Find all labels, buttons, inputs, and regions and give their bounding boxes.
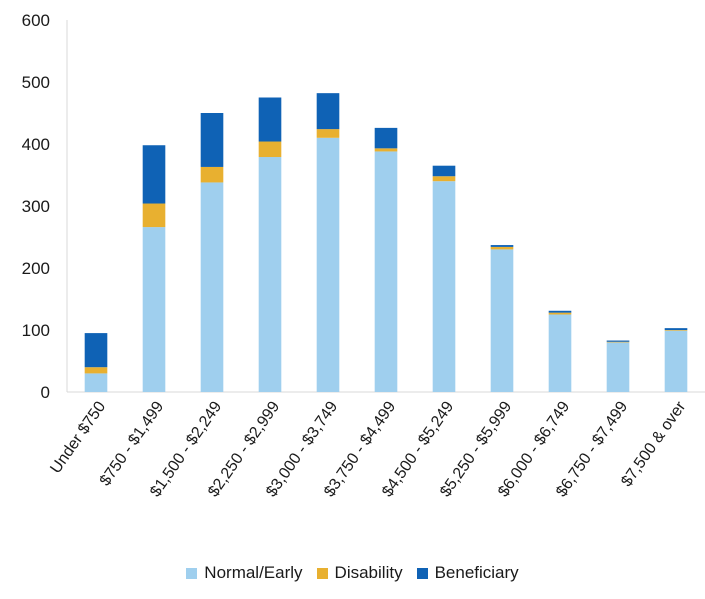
- bar-segment-beneficiary-2: [200, 113, 224, 167]
- y-tick-label: 300: [22, 197, 50, 216]
- bar-segment-beneficiary-10: [664, 328, 688, 330]
- legend-swatch: [186, 567, 198, 579]
- bar-segment-normal-early-7: [490, 249, 514, 392]
- bar-segment-beneficiary-1: [142, 145, 166, 204]
- bar-segment-disability-4: [316, 129, 340, 138]
- chart: 0 100 200 300 400 500 600 Under $750$750 - $1,…: [22, 11, 705, 500]
- bar-segment-beneficiary-9: [606, 340, 630, 342]
- legend-item-beneficiary: Beneficiary: [416, 563, 519, 583]
- y-tick-labels: 0 100 200 300 400 500 600: [22, 11, 50, 402]
- bar-layer: [84, 93, 688, 392]
- legend-swatch: [416, 567, 428, 579]
- bar-segment-normal-early-10: [664, 330, 688, 392]
- bar-segment-disability-1: [142, 203, 166, 228]
- bar-segment-beneficiary-7: [490, 245, 514, 247]
- legend-label: Disability: [334, 563, 403, 582]
- bar-segment-normal-early-5: [374, 151, 398, 392]
- bar-segment-beneficiary-6: [432, 165, 456, 177]
- bar-segment-normal-early-4: [316, 137, 340, 392]
- bar-segment-normal-early-6: [432, 181, 456, 392]
- x-tick-label: Under $750: [47, 398, 109, 476]
- bar-segment-normal-early-2: [200, 182, 224, 392]
- legend-swatch: [316, 567, 328, 579]
- bar-segment-normal-early-0: [84, 373, 108, 392]
- bar-segment-disability-6: [432, 176, 456, 182]
- x-tick-labels: Under $750$750 - $1,499$1,500 - $2,249$2…: [47, 398, 689, 500]
- legend-item-normal-early: Normal/Early: [186, 563, 303, 583]
- bar-segment-normal-early-9: [606, 342, 630, 392]
- y-tick-label: 100: [22, 321, 50, 340]
- y-tick-label: 500: [22, 73, 50, 92]
- bar-segment-beneficiary-0: [84, 333, 108, 368]
- bar-segment-normal-early-3: [258, 157, 282, 392]
- legend-item-disability: Disability: [316, 563, 403, 583]
- y-tick-label: 600: [22, 11, 50, 30]
- bar-segment-disability-9: [606, 341, 630, 343]
- bar-segment-disability-3: [258, 141, 282, 158]
- bar-segment-beneficiary-3: [258, 97, 282, 142]
- x-tick-label: $7,500 & over: [618, 398, 689, 490]
- y-tick-label: 0: [41, 383, 50, 402]
- bar-segment-beneficiary-4: [316, 93, 340, 130]
- bar-segment-disability-5: [374, 148, 398, 152]
- bar-segment-disability-2: [200, 166, 224, 183]
- bar-segment-beneficiary-5: [374, 127, 398, 149]
- legend-label: Normal/Early: [204, 563, 303, 582]
- bar-segment-disability-8: [548, 312, 572, 315]
- bar-segment-normal-early-8: [548, 314, 572, 392]
- bar-segment-disability-10: [664, 330, 688, 331]
- bar-segment-beneficiary-8: [548, 310, 572, 313]
- y-tick-label: 400: [22, 135, 50, 154]
- bar-segment-normal-early-1: [142, 227, 166, 392]
- bar-segment-disability-0: [84, 367, 108, 374]
- legend-label: Beneficiary: [434, 563, 519, 582]
- y-tick-label: 200: [22, 259, 50, 278]
- legend: Normal/Early Disability Beneficiary: [0, 563, 705, 583]
- bar-segment-disability-7: [490, 246, 514, 250]
